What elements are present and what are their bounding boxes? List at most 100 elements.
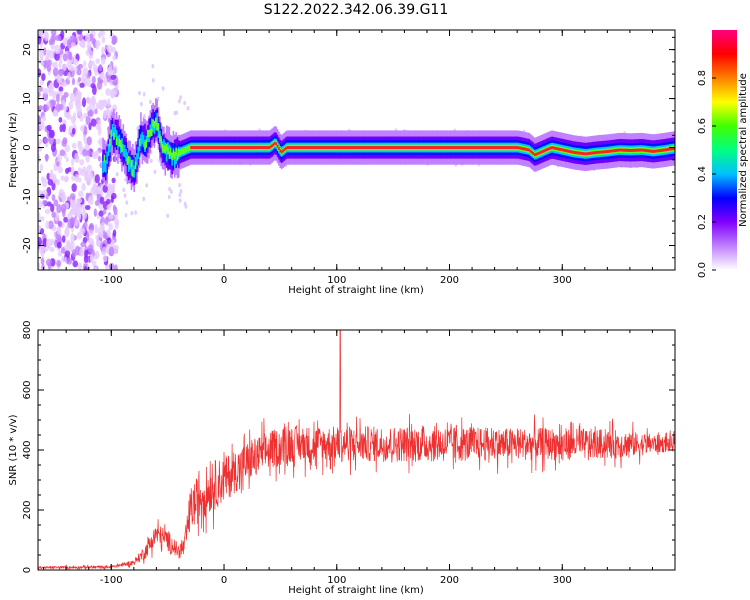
ridge-green-band: [159, 134, 161, 142]
ridge-core-band: [529, 149, 532, 153]
ridge-core-band: [533, 153, 536, 157]
ridge-core-band: [230, 146, 233, 150]
ridge-core-band: [478, 146, 480, 150]
spectral-noise-blob: [80, 38, 86, 49]
ridge-green-band: [164, 145, 167, 153]
ridge-core-band: [272, 142, 275, 146]
ridge-core-band: [234, 146, 237, 150]
ridge-cyan-band: [114, 124, 117, 138]
spectral-noise-blob: [104, 232, 108, 240]
y-tick-label: 10: [22, 92, 33, 105]
ridge-core-band: [497, 146, 499, 150]
y-tick-label: 800: [22, 320, 33, 339]
ridge-core-band: [382, 146, 384, 150]
ridge-core-band: [359, 146, 361, 150]
spectral-noise-blob: [52, 90, 57, 100]
ridge-core-band: [586, 152, 589, 156]
ridge-green-band: [119, 139, 122, 148]
ridge-core-band: [341, 146, 344, 150]
spectral-noise-blob: [71, 183, 77, 193]
ridge-core-band: [368, 146, 371, 150]
spectral-noise-blob: [84, 266, 88, 270]
spectral-noise-blob: [106, 237, 112, 245]
ridge-core-band: [635, 148, 637, 152]
spectral-noise-blob: [63, 91, 69, 98]
spectral-noise-blob: [49, 169, 54, 178]
spectral-noise-blob: [83, 112, 88, 119]
ridge-core-band: [320, 146, 322, 150]
spectral-noise-blob: [110, 74, 117, 80]
ridge-core-band: [286, 146, 288, 150]
ridge-core-band: [470, 146, 472, 150]
ridge-core-band: [366, 146, 368, 150]
spectral-noise-blob: [58, 86, 64, 92]
spectral-noise-blob: [38, 68, 42, 78]
ridge-cyan-band: [119, 141, 122, 154]
ridge-core-band: [432, 146, 434, 150]
ridge-core-band: [454, 146, 456, 150]
spectral-noise-blob: [86, 149, 93, 157]
spectral-noise-blob: [80, 125, 84, 132]
ridge-core-band: [293, 146, 295, 150]
ridge-core-band: [443, 146, 445, 150]
ridge-core-band: [494, 146, 497, 150]
ridge-core-band: [563, 148, 566, 152]
ridge-core-band: [398, 146, 401, 150]
ridge-core-band: [537, 151, 540, 155]
spectral-speckle: [139, 101, 143, 107]
spectral-speckle: [168, 186, 171, 192]
ridge-core-band: [425, 146, 428, 150]
ridge-core-band: [517, 146, 520, 150]
spectral-noise-blob: [67, 71, 71, 81]
spectral-noise-blob: [83, 60, 87, 67]
ridge-core-band: [259, 146, 261, 150]
ridge-core-band: [546, 148, 548, 152]
spectral-noise-blob: [50, 35, 56, 43]
spectral-noise-blob: [49, 246, 55, 253]
ridge-core-band: [399, 146, 402, 150]
ridge-core-band: [663, 148, 666, 152]
spectral-noise-blob: [70, 42, 76, 48]
spectral-noise-blob: [114, 221, 119, 230]
ridge-core-band: [558, 147, 560, 151]
ridge-blue-band: [119, 129, 122, 148]
ridge-core-band: [512, 146, 514, 150]
ridge-green-band: [165, 143, 168, 151]
ridge-core-band: [324, 146, 326, 150]
spectral-noise-blob: [54, 52, 60, 61]
ridge-core-band: [195, 146, 198, 150]
ridge-cyan-band: [107, 143, 110, 157]
ridge-core-band: [401, 146, 403, 150]
spectral-noise-blob: [58, 103, 64, 111]
ridge-core-band: [321, 146, 324, 150]
ridge-core-band: [397, 146, 399, 150]
ridge-core-band: [548, 147, 551, 150]
spectral-noise-blob: [42, 177, 48, 188]
ridge-core-band: [467, 146, 470, 150]
ridge-core-band: [447, 146, 449, 150]
colorbar-tick-label: 0.2: [697, 214, 708, 230]
spectral-noise-blob: [50, 143, 56, 153]
spectral-noise-blob: [91, 260, 97, 267]
ridge-core-band: [294, 146, 296, 150]
ridge-core-band: [609, 149, 612, 153]
ridge-core-band: [487, 146, 490, 150]
ridge-core-band: [673, 147, 675, 150]
y-tick-label: 400: [22, 440, 33, 459]
spectral-noise-blob: [45, 153, 49, 162]
ridge-cyan-band: [123, 145, 126, 158]
x-tick-label: 300: [553, 575, 572, 586]
ridge-core-band: [255, 146, 257, 150]
ridge-core-band: [508, 146, 510, 150]
spectral-noise-blob: [38, 200, 43, 209]
ridge-core-band: [436, 146, 439, 150]
ridge-green-band: [169, 148, 172, 156]
ridge-cyan-band: [121, 138, 123, 151]
spectral-noise-blob: [76, 30, 83, 35]
ridge-core-band: [385, 146, 387, 150]
ridge-core-band: [199, 146, 202, 150]
spectral-noise-blob: [75, 90, 81, 100]
spectral-noise-blob: [94, 266, 98, 270]
spectral-noise-blob: [106, 204, 112, 211]
spectral-noise-blob: [102, 255, 108, 263]
